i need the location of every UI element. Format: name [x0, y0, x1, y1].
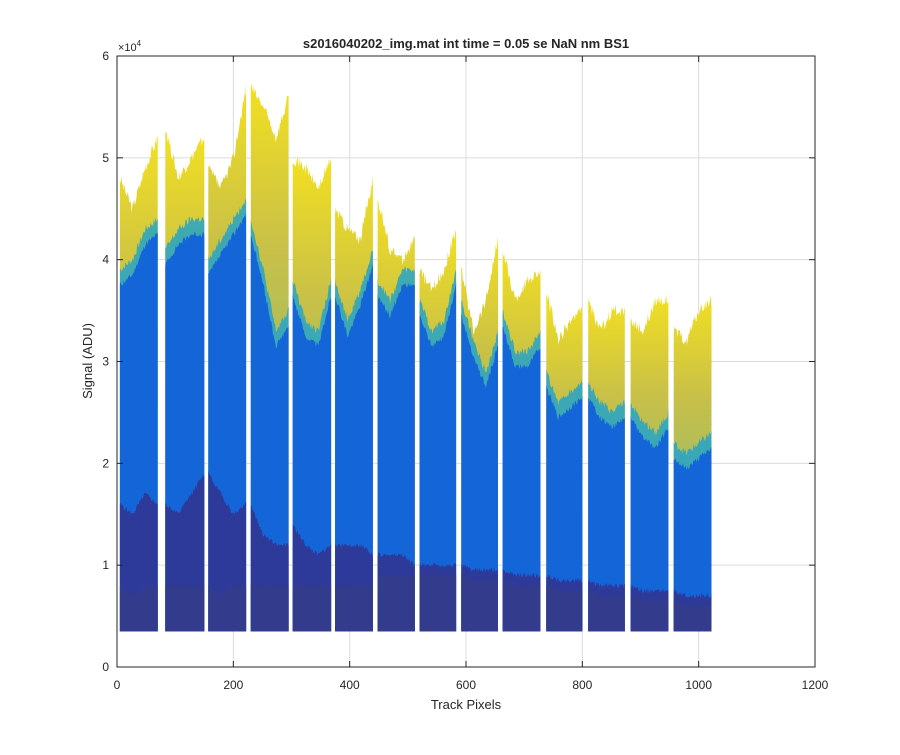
y-tick-label: 5 — [102, 151, 109, 165]
y-tick-label: 4 — [102, 253, 109, 267]
area-segment — [292, 156, 332, 632]
area-mid-layer — [546, 384, 583, 632]
area-segment — [630, 294, 669, 632]
area-base-layer — [461, 574, 498, 632]
area-segment — [250, 83, 289, 632]
x-tick-label: 1200 — [802, 678, 829, 692]
area-base-layer — [377, 573, 415, 632]
area-base-layer — [119, 584, 158, 632]
chart-title: s2016040202_img.mat int time = 0.05 se N… — [303, 36, 629, 51]
y-exponent-power: 4 — [137, 39, 142, 48]
x-tick-label: 400 — [340, 678, 360, 692]
y-axis-label: Signal (ADU) — [80, 323, 95, 399]
y-axis: 0 1 2 3 4 5 6 — [102, 49, 815, 674]
area-mid-layer — [502, 327, 541, 632]
x-axis-label: Track Pixels — [431, 697, 502, 712]
y-tick-label: 1 — [102, 558, 109, 572]
area-base-layer — [292, 584, 332, 632]
area-base-layer — [165, 584, 205, 632]
y-exponent-base: ×10 — [118, 42, 137, 54]
y-tick-label: 6 — [102, 49, 109, 63]
area-mid-layer — [588, 398, 625, 632]
area-base-layer — [502, 579, 541, 632]
area-series — [119, 82, 712, 632]
area-mid-layer — [335, 263, 373, 632]
area-base-layer — [588, 590, 625, 632]
area-mid-layer — [419, 282, 457, 632]
area-segment — [419, 229, 457, 632]
y-tick-label: 3 — [102, 355, 109, 369]
x-axis: 0 200 400 600 800 1000 1200 — [114, 56, 829, 692]
x-tick-label: 0 — [114, 678, 121, 692]
area-segment — [208, 82, 247, 632]
area-segment — [335, 174, 373, 632]
x-tick-label: 1000 — [685, 678, 712, 692]
area-mid-layer — [630, 415, 669, 632]
y-tick-label: 0 — [102, 660, 109, 674]
area-base-layer — [673, 599, 712, 632]
area-base-layer — [630, 595, 669, 632]
area-segment — [377, 199, 415, 632]
area-segment — [119, 136, 158, 632]
area-segment — [588, 296, 625, 632]
y-exponent-label: ×104 — [118, 39, 142, 54]
area-segment — [673, 295, 712, 632]
area-mid-layer — [461, 313, 498, 632]
x-tick-label: 200 — [223, 678, 243, 692]
area-base-layer — [250, 584, 289, 632]
area-segment — [546, 294, 583, 632]
area-mid-layer — [377, 283, 415, 632]
area-mid-layer — [673, 447, 712, 632]
area-base-layer — [546, 584, 583, 632]
area-base-layer — [208, 584, 247, 632]
y-tick-label: 2 — [102, 456, 109, 470]
area-segment — [461, 235, 498, 632]
x-tick-label: 800 — [572, 678, 592, 692]
area-base-layer — [335, 584, 373, 632]
area-base-layer — [419, 573, 457, 632]
area-segment — [502, 250, 541, 632]
x-tick-label: 600 — [456, 678, 476, 692]
area-segment — [165, 131, 205, 632]
